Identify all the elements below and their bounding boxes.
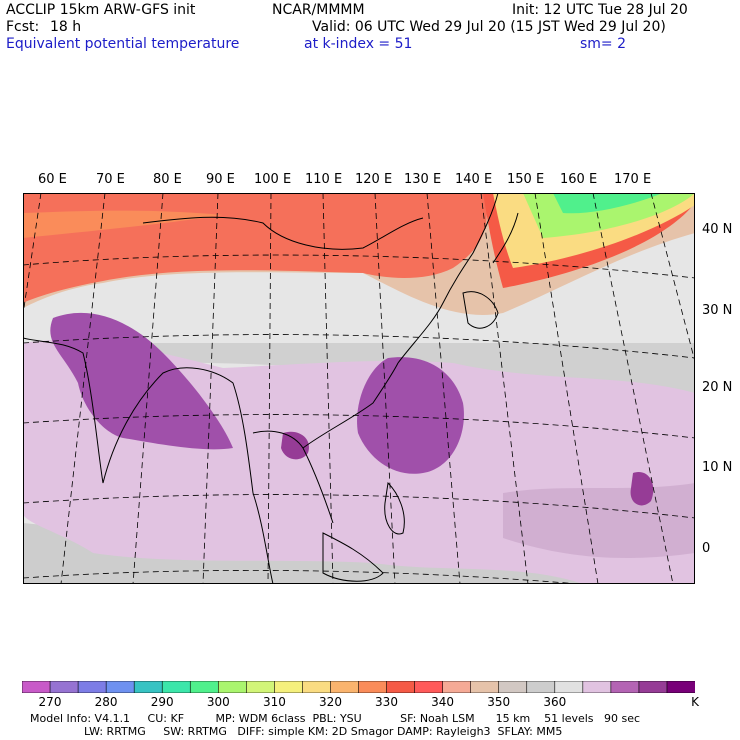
colorbar-swatch — [582, 681, 612, 693]
colorbar-swatch — [105, 681, 135, 693]
level-info: at k-index = 51 — [304, 36, 413, 52]
border-north — [142, 216, 424, 250]
colorbar-swatch — [358, 681, 388, 693]
lat-label: 10 N — [702, 460, 733, 475]
parallel-25 — [23, 334, 695, 359]
colorbar-swatch — [330, 681, 360, 693]
parallel-minus5 — [23, 570, 584, 584]
valid-time: Valid: 06 UTC Wed 29 Jul 20 (15 JST Wed … — [312, 19, 666, 35]
colorbar-swatch — [526, 681, 556, 693]
lon-label: 70 E — [96, 172, 125, 187]
lon-label: 60 E — [38, 172, 67, 187]
colorbar-swatch — [77, 681, 107, 693]
coast-philippines — [384, 481, 405, 535]
parallel-15 — [23, 414, 695, 439]
colorbar-swatch — [386, 681, 416, 693]
meridian-160 — [592, 193, 674, 584]
colorbar-swatch — [22, 681, 51, 693]
colorbar-tick-label: 360 — [543, 695, 567, 709]
init-time: Init: 12 UTC Tue 28 Jul 20 — [512, 2, 688, 18]
colorbar-swatch — [666, 681, 695, 693]
lat-label: 0 — [702, 541, 711, 556]
colorbar-swatch — [554, 681, 584, 693]
colorbar-swatch — [498, 681, 528, 693]
purple-blob — [281, 431, 309, 460]
meridian-100 — [267, 193, 272, 584]
lon-label: 130 E — [404, 172, 442, 187]
lat-label: 30 N — [702, 303, 733, 318]
colorbar-swatch — [161, 681, 191, 693]
model-title: ACCLIP 15km ARW-GFS init — [6, 2, 196, 18]
colorbar-swatch — [442, 681, 472, 693]
coast-japan-north — [492, 212, 519, 264]
colorbar-swatch — [246, 681, 275, 693]
forecast-label: Fcst: — [6, 19, 40, 35]
lon-label: 110 E — [305, 172, 343, 187]
field-name: Equivalent potential temperature — [6, 36, 240, 52]
lon-label: 150 E — [507, 172, 545, 187]
lon-label: 140 E — [455, 172, 493, 187]
lon-label: 120 E — [355, 172, 393, 187]
coast-indochina — [252, 430, 334, 524]
colorbar-swatch — [414, 681, 444, 693]
lon-label: 90 E — [206, 172, 235, 187]
meridian-60 — [23, 193, 42, 318]
lon-label: 100 E — [254, 172, 292, 187]
coast-korea-japan — [462, 291, 499, 329]
colorbar-swatch — [189, 681, 219, 693]
lat-label: 20 N — [702, 380, 733, 395]
parallel-5 — [23, 494, 695, 519]
theta-e-map — [23, 193, 695, 584]
colorbar-tick-label: 330 — [375, 695, 398, 709]
purple-blob-east — [630, 472, 654, 506]
colorbar-tick-label: 350 — [487, 695, 511, 709]
meridian-110 — [322, 193, 334, 584]
colorbar-tick-label: 280 — [94, 695, 118, 709]
smoothing-info: sm= 2 — [580, 36, 627, 52]
physics-info-line: LW: RRTMG SW: RRTMG DIFF: simple KM: 2D … — [84, 725, 563, 738]
meridian-90 — [202, 193, 219, 584]
orange-streak — [23, 210, 223, 238]
lon-label: 160 E — [560, 172, 598, 187]
meridian-150 — [534, 193, 599, 584]
colorbar-tick-label: 310 — [262, 695, 286, 709]
lon-label: 170 E — [614, 172, 652, 187]
colorbar-tick-label: 320 — [319, 695, 342, 709]
colorbar-swatch — [638, 681, 668, 693]
colorbar-tick-label: 270 — [38, 695, 62, 709]
org-title: NCAR/MMMM — [272, 2, 365, 18]
map-frame — [23, 193, 695, 584]
colorbar-tick-label: 300 — [206, 695, 230, 709]
lon-label: 80 E — [153, 172, 182, 187]
colorbar-swatch — [470, 681, 500, 693]
colorbar-swatch — [49, 681, 79, 693]
colorbar-swatch — [302, 681, 332, 693]
forecast-value: 18 h — [50, 19, 82, 35]
colorbar-tick-label: 290 — [150, 695, 174, 709]
lat-label: 40 N — [702, 222, 733, 237]
meridian-130 — [426, 193, 461, 584]
graticule — [23, 193, 695, 584]
colorbar-tick-label: K — [691, 695, 699, 709]
meridian-70 — [60, 193, 106, 584]
model-info-line: Model Info: V4.1.1 CU: KF MP: WDM 6class… — [30, 712, 641, 725]
meridian-140 — [480, 193, 529, 584]
colorbar — [22, 681, 695, 693]
colorbar-swatch — [133, 681, 163, 693]
colorbar-swatch — [274, 681, 304, 693]
meridian-120 — [374, 193, 396, 584]
colorbar-swatch — [217, 681, 247, 693]
green-core — [553, 193, 663, 214]
colorbar-swatch — [610, 681, 640, 693]
colorbar-tick-label: 340 — [431, 695, 455, 709]
coast-china — [302, 193, 499, 449]
meridian-80 — [132, 193, 164, 584]
coast-south-asia — [23, 337, 274, 584]
